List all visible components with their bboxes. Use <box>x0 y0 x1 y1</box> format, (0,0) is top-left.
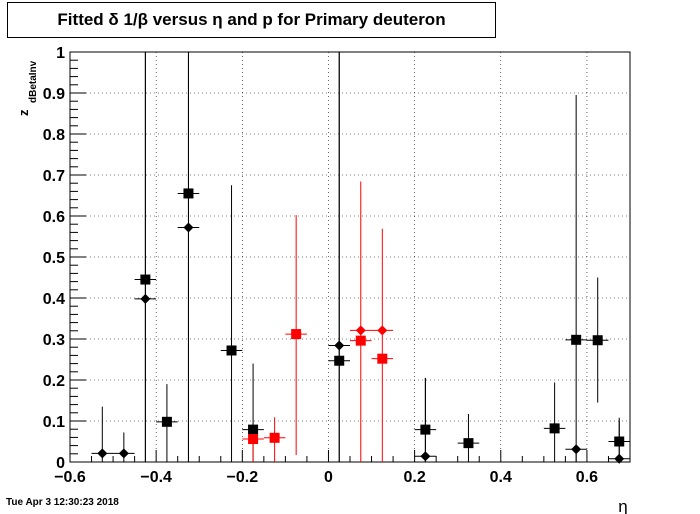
data-point-diamond <box>377 325 388 336</box>
data-point-diamond <box>614 453 625 464</box>
data-point-square <box>291 329 302 340</box>
chart-title-text: Fitted δ 1/β versus η and p for Primary … <box>57 10 446 29</box>
data-point-square <box>248 424 259 435</box>
timestamp: Tue Apr 3 12:30:23 2018 <box>6 497 119 508</box>
data-point-diamond <box>183 222 194 233</box>
x-tick-label: 0.4 <box>490 469 512 486</box>
y-tick-label: 0.8 <box>43 127 65 144</box>
y-axis-label-subscript: dBetaInv <box>28 60 39 103</box>
x-tick-label: 0.6 <box>576 469 598 486</box>
data-point-diamond <box>571 444 582 455</box>
data-point-diamond <box>140 293 151 304</box>
y-tick-label: 0.2 <box>43 373 65 390</box>
y-tick-label: 0.9 <box>43 86 65 103</box>
chart-title: Fitted δ 1/β versus η and p for Primary … <box>7 2 496 38</box>
x-tick-label: −0.6 <box>54 469 86 486</box>
data-point-square <box>549 423 560 434</box>
y-tick-label: 0.3 <box>43 332 65 349</box>
data-point-square <box>592 335 603 346</box>
x-tick-label: 0 <box>324 469 333 486</box>
x-axis-label: η <box>618 497 627 514</box>
data-point-square <box>161 416 172 427</box>
data-point-diamond <box>355 325 366 336</box>
data-point-square <box>571 334 582 345</box>
x-tick-label: −0.2 <box>227 469 259 486</box>
y-tick-label: 0.7 <box>43 168 65 185</box>
data-point-diamond <box>334 340 345 351</box>
x-tick-label: −0.4 <box>140 469 172 486</box>
data-point-square <box>248 434 259 445</box>
data-point-square <box>463 438 474 449</box>
data-point-diamond <box>118 448 129 459</box>
y-axis-label: z <box>16 109 31 116</box>
data-point-square <box>269 432 280 443</box>
y-tick-label: 0.4 <box>43 291 65 308</box>
data-point-square <box>377 353 388 364</box>
y-tick-label: 0.5 <box>43 250 65 267</box>
y-tick-label: 0 <box>56 455 65 472</box>
data-point-diamond <box>420 451 431 462</box>
y-tick-label: 1 <box>56 45 65 62</box>
x-tick-label: 0.2 <box>403 469 425 486</box>
data-point-square <box>226 345 237 356</box>
y-tick-label: 0.6 <box>43 209 65 226</box>
data-point-square <box>355 335 366 346</box>
y-tick-label: 0.1 <box>43 414 65 431</box>
data-point-diamond <box>97 448 108 459</box>
